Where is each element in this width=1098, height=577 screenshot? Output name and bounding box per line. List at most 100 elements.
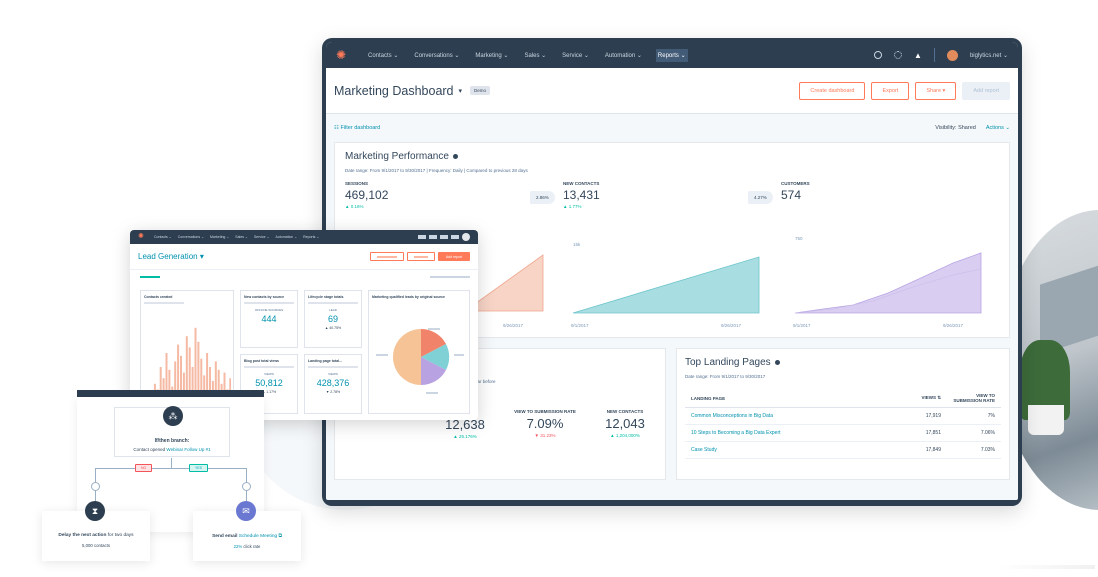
views-cell: 17,919 [884,407,947,425]
workflow-topbar [77,390,264,397]
lead-nav-right [418,233,470,241]
nav-sales[interactable]: Sales ⌄ [235,235,248,239]
mini-title: Marketing qualified leads by original so… [372,295,445,299]
rate-cell: 7% [947,407,1001,425]
add-action-node[interactable] [91,482,100,491]
nav-automation[interactable]: Automation ⌄ [604,52,642,59]
demo-badge: Demo [470,86,491,95]
landing-page-link[interactable]: Common Misconceptions in Big Data [685,407,885,425]
nav-marketing[interactable]: Marketing ⌄ [475,52,509,59]
nav-right: ▲ biglytics.net ⌄ [874,48,1008,62]
nav-reports[interactable]: Reports ⌄ [303,235,320,239]
rate-cell: 7.03% [947,441,1001,459]
mini-title: New contacts by source [244,295,285,299]
conversion-pill: 2.86% [530,191,555,204]
y-label: 15k [573,242,581,247]
nav-conversations[interactable]: Conversations ⌄ [414,52,460,59]
nav-service[interactable]: Service ⌄ [253,235,270,239]
main-navbar: ✺ Contacts ⌄ Conversations ⌄ Marketing ⌄… [326,42,1018,68]
create-dashboard-button[interactable]: Create dashboard [799,81,866,100]
contacts-bar [206,353,209,409]
avatar[interactable] [946,49,958,61]
rate-cell: 7.06% [947,424,1001,442]
nav-marketing[interactable]: Marketing ⌄ [210,235,230,239]
nav-sales[interactable]: Sales ⌄ [524,52,547,59]
add-action-node[interactable] [242,482,251,491]
lifecycle-stage-card: Lifecycle stage totals LEAD 69 ▲ 40.75% [304,290,362,348]
if-then-branch-card[interactable]: ⁂ If/then branch: Contact opened Webinar… [114,406,230,457]
x-label: 9/1/2017 [571,323,589,328]
contacts-bar [194,327,197,409]
landing-page-link[interactable]: 10 Steps to Becoming a Big Data Expert [685,424,885,442]
avatar[interactable] [462,233,470,241]
stat-label: VIEW TO SUBMISSION RATE [514,409,576,414]
column-landing-page[interactable]: LANDING PAGE [685,389,885,408]
mini-line [244,302,294,304]
lead-tab[interactable] [430,276,470,278]
column-rate[interactable]: VIEW TO SUBMISSION RATE [947,389,1001,408]
hubspot-logo-icon[interactable]: ✺ [138,233,144,240]
nav-service[interactable]: Service ⌄ [562,52,589,59]
nav-contacts[interactable]: Contacts ⌄ [368,52,399,59]
stat-change: ▲ 25.176% [453,434,477,439]
contacts-bar [200,358,203,409]
performance-meta: Date range: From 9/1/2017 to 9/30/2017 |… [345,168,528,173]
nav-contacts[interactable]: Contacts ⌄ [154,235,172,239]
contacts-bar [168,369,171,409]
branch-connector [95,468,247,469]
send-email-action-card[interactable]: ✉ Send email Schedule Meeting ⧉ 22% clic… [193,501,301,561]
filter-dashboard-link[interactable]: ☷ Filter dashboard [334,125,381,131]
share-button[interactable]: Share ▾ [915,81,957,100]
table-row: Common Misconceptions in Big Data 17,919… [685,407,1001,425]
export-button[interactable]: Export [871,81,910,100]
dashboard-switcher-caret[interactable]: ▾ [458,87,463,95]
lead-tab-active[interactable] [140,276,160,278]
lead-button[interactable] [407,252,435,261]
contacts-bar [217,369,220,409]
nav-automation[interactable]: Automation ⌄ [275,235,298,239]
add-report-button[interactable]: Add report [438,252,470,261]
mini-change: ▼ 2.78% [325,389,341,394]
card-title: Top Landing Pages [685,357,1001,368]
pot-shape [1028,405,1064,435]
contacts-bar [165,353,168,409]
workflow-body: ⁂ If/then branch: Contact opened Webinar… [77,397,264,532]
stat-label: NEW CONTACTS [606,409,644,414]
column-views[interactable]: VIEWS ⇅ [884,389,947,408]
mini-title: Landing page total... [308,359,343,363]
decor-shadow [995,565,1095,569]
mini-sub: LEAD [329,307,337,312]
landing-page-link[interactable]: Case Study [685,441,885,459]
table-row: Case Study 17,849 7.03% [685,441,1001,459]
performance-title: Marketing Performance [345,151,449,162]
branch-connector [246,468,247,514]
actions-menu[interactable]: Actions ⌄ [985,125,1010,131]
bell-icon[interactable]: ▲ [914,50,922,60]
conversion-pill: 4.27% [748,191,773,204]
lead-button[interactable] [370,252,404,261]
lead-tabs [140,274,470,280]
search-icon[interactable] [874,51,883,59]
contacts-bar [177,344,180,409]
branch-email-link[interactable]: Webinar Follow Up #1 [166,447,211,452]
kpi-value: 574 [781,188,802,202]
nav-reports[interactable]: Reports ⌄ [655,48,688,62]
lead-title[interactable]: Lead Generation ▾ [138,252,204,261]
stat-change: ▼ 31.23% [534,433,556,438]
account-menu[interactable]: biglytics.net ⌄ [969,52,1008,59]
branch-no-tag: NO [135,464,153,472]
delay-action-card[interactable]: ⧗ Delay the next action for two days 5,0… [42,501,150,561]
lead-navbar: ✺ Contacts ⌄ Conversations ⌄ Marketing ⌄… [130,230,478,244]
email-link[interactable]: Schedule Meeting ⧉ [238,534,282,539]
hubspot-logo-icon[interactable]: ✺ [336,48,347,62]
delay-bold: Delay the next action [58,533,107,538]
nav-conversations[interactable]: Conversations ⌄ [177,235,204,239]
landing-page-views-card: Landing page total... VIEWS 428,376 ▼ 2.… [304,354,362,414]
add-report-button[interactable]: Add report [962,81,1010,100]
card-title: Marketing Performance [345,151,999,162]
gear-icon[interactable] [894,51,903,59]
info-icon[interactable] [774,360,780,365]
conversion-stat: 12,638 ▲ 25.176% [425,409,505,439]
info-icon[interactable] [452,154,458,159]
click-rate-value: 22% [233,544,243,549]
